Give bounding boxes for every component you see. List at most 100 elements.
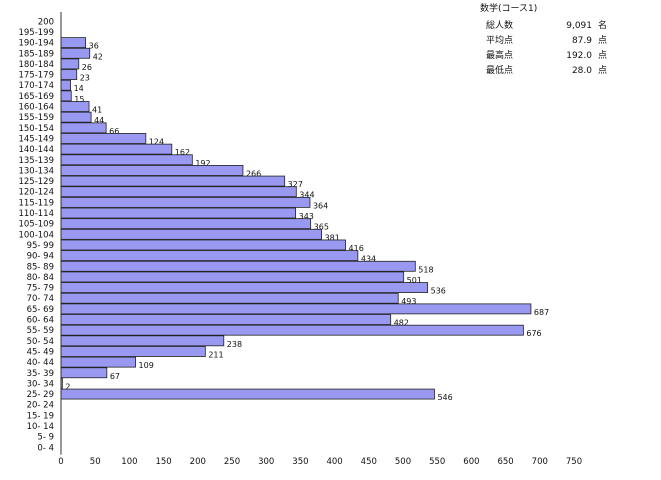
y-tick-label: 175-179	[18, 71, 54, 81]
y-tick-label: 90- 94	[27, 252, 54, 262]
bar	[60, 165, 244, 176]
bar	[60, 101, 90, 112]
x-tick-labels: 0 50 100 150 200 250 300 350 400 450 500 550 600 650 7…	[58, 457, 582, 467]
stats-title: 数学(コース1)	[480, 4, 538, 14]
stats-unit: 点	[598, 51, 608, 61]
y-tick-label: 35- 39	[27, 369, 54, 379]
stats-row-max: 最高点 192.0 点	[486, 49, 626, 64]
stats-row-mean: 平均点 87.9 点	[486, 34, 626, 49]
stats-label: 総人数	[486, 21, 514, 31]
y-tick-label: 25- 29	[27, 390, 54, 400]
y-tick-label: 30- 34	[27, 379, 54, 389]
data-label: 518	[418, 265, 433, 274]
data-label: 124	[149, 137, 164, 146]
data-label: 67	[110, 372, 120, 381]
data-label: 546	[437, 393, 452, 402]
y-tick-label: 130-134	[18, 166, 54, 176]
data-label: 344	[299, 191, 314, 200]
data-label: 364	[313, 201, 328, 210]
data-label: 687	[534, 308, 549, 317]
bar	[60, 143, 173, 155]
x-tick-label: 350	[292, 457, 308, 467]
x-tick-label: 0	[58, 457, 63, 467]
y-tick-labels: 200195-199190-194185-189180-184175-17917…	[18, 17, 54, 453]
y-tick-label: 85- 89	[27, 262, 54, 272]
bar	[60, 175, 286, 187]
bar	[60, 122, 107, 134]
stats-unit: 点	[598, 66, 608, 76]
data-label: 266	[246, 169, 261, 178]
stats-unit: 点	[598, 36, 608, 46]
bar	[60, 260, 416, 272]
data-label: 343	[299, 212, 314, 221]
x-tick-label: 650	[497, 457, 513, 467]
y-tick-label: 110-114	[18, 209, 54, 219]
data-label: 493	[401, 297, 416, 306]
y-tick-label: 115-119	[18, 198, 54, 208]
x-tick-label: 50	[90, 457, 101, 467]
data-label: 109	[139, 361, 154, 370]
y-tick-label: 155-159	[18, 113, 54, 123]
stats-label: 最低点	[486, 66, 514, 76]
x-tick-label: 600	[463, 457, 479, 467]
bar	[60, 218, 312, 230]
y-tick-label: 60- 64	[27, 316, 54, 326]
y-tick-label: 160-164	[18, 103, 54, 113]
y-tick-label: 185-189	[18, 49, 54, 59]
y-tick-label: 150-154	[18, 124, 54, 134]
x-tick-label: 750	[566, 457, 582, 467]
data-label: 365	[314, 223, 329, 232]
bar	[60, 282, 429, 293]
x-tick-label: 550	[429, 457, 445, 467]
bar	[60, 58, 80, 70]
bar	[60, 388, 435, 400]
x-tick-label: 450	[361, 457, 377, 467]
bar	[60, 250, 359, 262]
x-tick-label: 700	[532, 457, 548, 467]
bar	[60, 69, 78, 80]
data-label: 14	[74, 84, 84, 93]
x-tick-label: 150	[155, 457, 171, 467]
y-tick-label: 10- 14	[27, 422, 54, 432]
y-tick-label: 140-144	[18, 145, 54, 155]
bar	[60, 324, 524, 336]
data-label: 501	[407, 276, 422, 285]
bar	[60, 154, 193, 166]
data-label: 36	[89, 42, 99, 51]
x-tick-label: 400	[326, 457, 342, 467]
bar	[60, 314, 392, 325]
bar	[60, 207, 297, 219]
bar	[60, 367, 108, 379]
data-label: 192	[195, 159, 210, 168]
bar	[60, 47, 91, 59]
data-label: 42	[93, 52, 103, 61]
y-tick-label: 195-199	[18, 28, 54, 38]
bar	[60, 239, 346, 251]
y-tick-label: 125-129	[18, 177, 54, 187]
stats-value: 87.9	[571, 36, 592, 46]
data-label: 416	[349, 244, 364, 253]
stats-value: 28.0	[571, 66, 592, 76]
data-label: 26	[82, 63, 92, 72]
data-label: 676	[526, 329, 541, 338]
y-tick-label: 70- 74	[27, 294, 54, 304]
data-label: 434	[361, 255, 376, 264]
y-tick-label: 135-139	[18, 156, 54, 166]
stats-row-total: 総人数 9,091 名	[486, 19, 626, 34]
bar	[60, 228, 323, 240]
y-tick-label: 0- 4	[37, 443, 54, 453]
y-tick-label: 20- 24	[27, 401, 54, 411]
stats-label: 最高点	[486, 51, 514, 61]
x-tick-label: 100	[121, 457, 137, 467]
bar	[60, 79, 71, 91]
stats-unit: 名	[598, 21, 608, 31]
bar	[60, 186, 297, 198]
y-tick-label: 75- 79	[27, 284, 54, 294]
data-label: 162	[175, 148, 190, 157]
bar	[60, 90, 72, 102]
y-tick-label: 170-174	[18, 81, 54, 91]
bar	[60, 271, 405, 283]
stats-panel: 数学(コース1) 総人数 9,091 名 平均点 87.9 点 最高点 192.…	[480, 2, 626, 79]
y-tick-label: 200	[38, 17, 54, 27]
